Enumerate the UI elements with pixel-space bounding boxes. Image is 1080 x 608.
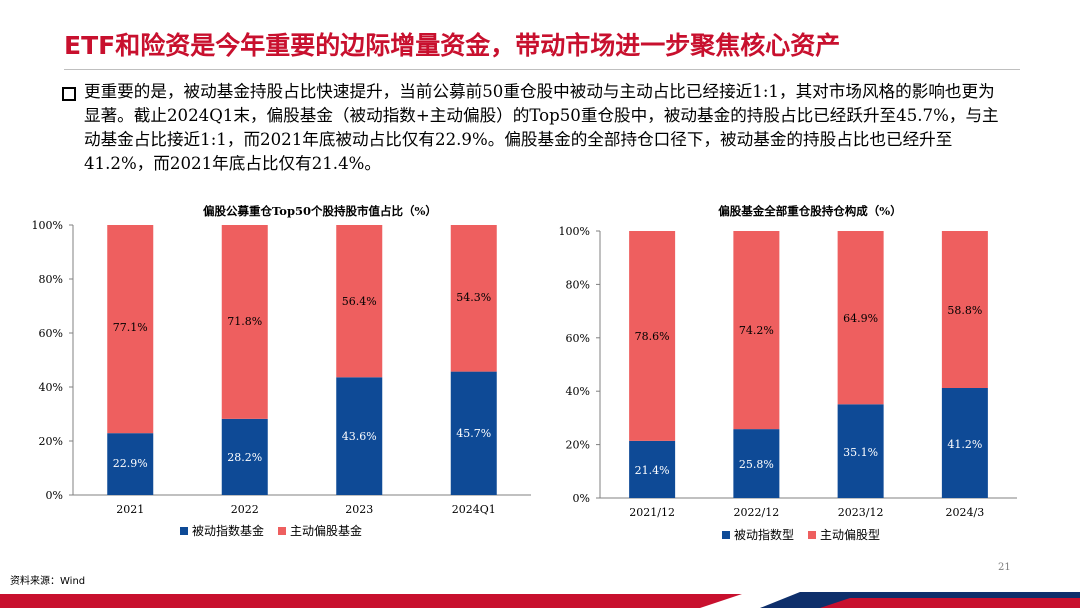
chart-2-ytick-label: 40% [566, 385, 590, 398]
footer-decoration [0, 588, 1080, 608]
chart-2-bar-active [629, 231, 676, 441]
chart-2-data-label: 35.1% [843, 446, 878, 459]
chart-1-bar-active [221, 225, 268, 419]
chart-1-ytick-label: 100% [32, 219, 63, 232]
chart-2-bar-passive [941, 387, 988, 498]
chart-2-ytick-label: 80% [566, 278, 590, 291]
chart-2-xtick-label: 2021/12 [629, 506, 675, 519]
chart-2-xtick-label: 2024/3 [946, 506, 985, 519]
legend-label-active: 主动偏股基金 [290, 524, 363, 538]
bullet-paragraph: 更重要的是，被动基金持股占比快速提升，当前公募前50重仓股中被动与主动占比已经接… [84, 82, 999, 173]
chart-1-data-label: 56.4% [342, 295, 377, 308]
chart-1-xtick-label: 2023 [345, 503, 373, 516]
chart-2-xtick-label: 2022/12 [734, 506, 780, 519]
chart-1-data-label: 43.6% [342, 430, 377, 443]
legend-swatch-active [278, 526, 287, 535]
chart-1-data-label: 71.8% [227, 315, 262, 328]
chart-2-bar-active [941, 231, 988, 388]
chart-1-bar-active [336, 225, 383, 378]
chart-2-bar-passive [733, 429, 780, 498]
chart-1-legend: 被动指数基金 主动偏股基金 [180, 522, 362, 539]
chart-2-data-label: 78.6% [635, 330, 670, 343]
chart-1-xtick-label: 2021 [116, 503, 144, 516]
page-number: 21 [998, 562, 1011, 573]
chart-1-xtick-label: 2022 [231, 503, 259, 516]
legend-item-passive: 被动指数基金 [180, 522, 264, 539]
chart-1-ytick-label: 40% [39, 381, 63, 394]
chart-2-data-label: 74.2% [739, 324, 774, 337]
chart-2-data-label: 25.8% [739, 458, 774, 471]
chart-2-data-label: 58.8% [947, 304, 982, 317]
square-bullet-icon [62, 87, 76, 101]
chart-2-data-label: 41.2% [947, 438, 982, 451]
chart-1-bar-passive [336, 377, 383, 495]
chart-1-data-label: 45.7% [456, 427, 491, 440]
chart-1-bar-active [107, 225, 154, 434]
chart-2-bar-active [837, 231, 884, 405]
chart-1: 0% 20% 40% 60% 80% 100% 22.9% 77.1% 2021 28.2% 71.… [32, 219, 531, 516]
legend-swatch-passive-2 [722, 530, 730, 539]
chart-1-title: 偏股公募重仓Top50个股持股市值占比（%） [203, 204, 437, 218]
legend-item-passive-2: 被动指数型 [722, 526, 794, 543]
chart-1-ytick-label: 20% [39, 435, 63, 448]
chart-1-bar-passive [450, 371, 497, 495]
legend-label-passive-2: 被动指数型 [734, 528, 795, 542]
chart-1-data-label: 54.3% [456, 291, 491, 304]
chart-2-bar-active [733, 231, 780, 430]
chart-2-title: 偏股基金全部重仓股持仓构成（%） [718, 204, 902, 218]
legend-label-passive: 被动指数基金 [192, 524, 265, 538]
chart-1-ytick-label: 80% [39, 273, 63, 286]
chart-2-bar-passive [837, 404, 884, 498]
legend-swatch-passive [180, 526, 188, 535]
chart-1-data-label: 22.9% [113, 457, 148, 470]
chart-2: 0% 20% 40% 60% 80% 100% 21.4% 78.6% 2021/12 25.8%… [559, 225, 1017, 519]
chart-2-bar-passive [629, 440, 676, 498]
chart-1-ytick-label: 0% [46, 489, 63, 502]
chart-1-data-label: 77.1% [113, 321, 148, 334]
chart-2-ytick-label: 60% [566, 332, 590, 345]
chart-1-bar-active [450, 225, 497, 372]
chart-2-legend: 被动指数型 主动偏股型 [722, 526, 880, 543]
chart-1-bar-passive [107, 433, 154, 495]
chart-1-xtick-label: 2024Q1 [452, 503, 496, 516]
legend-swatch-active-2 [808, 530, 817, 539]
legend-label-active-2: 主动偏股型 [820, 528, 881, 542]
legend-item-active-2: 主动偏股型 [808, 526, 880, 543]
chart-2-ytick-label: 20% [566, 439, 590, 452]
legend-item-active: 主动偏股基金 [278, 522, 362, 539]
chart-2-xtick-label: 2023/12 [838, 506, 884, 519]
source-note: 资料来源：Wind [10, 576, 86, 587]
chart-1-data-label: 28.2% [227, 451, 262, 464]
chart-2-ytick-label: 0% [573, 492, 590, 505]
chart-2-data-label: 21.4% [635, 464, 670, 477]
chart-2-data-label: 64.9% [843, 312, 878, 325]
chart-2-ytick-label: 100% [559, 225, 590, 238]
chart-1-ytick-label: 60% [39, 327, 63, 340]
title-divider [64, 69, 1020, 70]
chart-1-bar-passive [221, 418, 268, 495]
slide-title: ETF和险资是今年重要的边际增量资金，带动市场进一步聚焦核心资产 [64, 31, 841, 60]
